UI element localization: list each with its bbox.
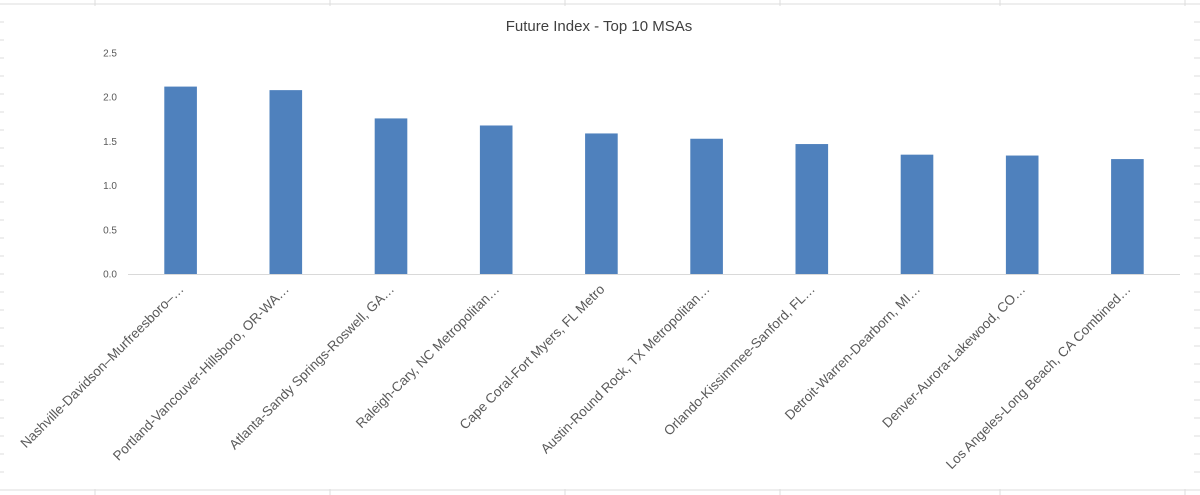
bar[interactable] <box>795 144 829 274</box>
x-tick-label: Portland-Vancouver-Hillsboro, OR-WA… <box>110 282 292 464</box>
x-tick-label: Los Angeles-Long Beach, CA Combined… <box>943 282 1134 473</box>
y-tick-label: 1.0 <box>103 181 117 192</box>
y-tick-label: 1.5 <box>103 137 117 148</box>
chart-area[interactable]: Future Index - Top 10 MSAs 0.0 0.5 1.0 1.5 2… <box>4 6 1194 489</box>
bar[interactable] <box>1005 155 1039 274</box>
y-tick-label: 2.0 <box>103 93 117 104</box>
bar[interactable] <box>1111 159 1144 274</box>
bar[interactable] <box>479 125 513 274</box>
bar[interactable] <box>164 86 197 274</box>
bar[interactable] <box>690 138 723 274</box>
bar-chart: 0.0 0.5 1.0 1.5 2.0 2.5 Nashville-Davidson–Mur… <box>17 49 1180 473</box>
x-tick-label: Nashville-Davidson–Murfreesboro–… <box>17 282 186 451</box>
bar[interactable] <box>374 118 408 274</box>
bar[interactable] <box>900 154 934 274</box>
y-tick-label: 0.5 <box>103 225 117 236</box>
y-tick-label: 0.0 <box>103 270 117 281</box>
x-tick-label: Austin-Round Rock, TX Metropolitan… <box>538 282 713 457</box>
y-tick-label: 2.5 <box>103 49 117 60</box>
chart-title: Future Index - Top 10 MSAs <box>505 18 693 35</box>
bar[interactable] <box>585 133 618 274</box>
bar[interactable] <box>269 90 303 275</box>
x-tick-label: Atlanta-Sandy Springs-Roswell, GA… <box>226 282 397 453</box>
